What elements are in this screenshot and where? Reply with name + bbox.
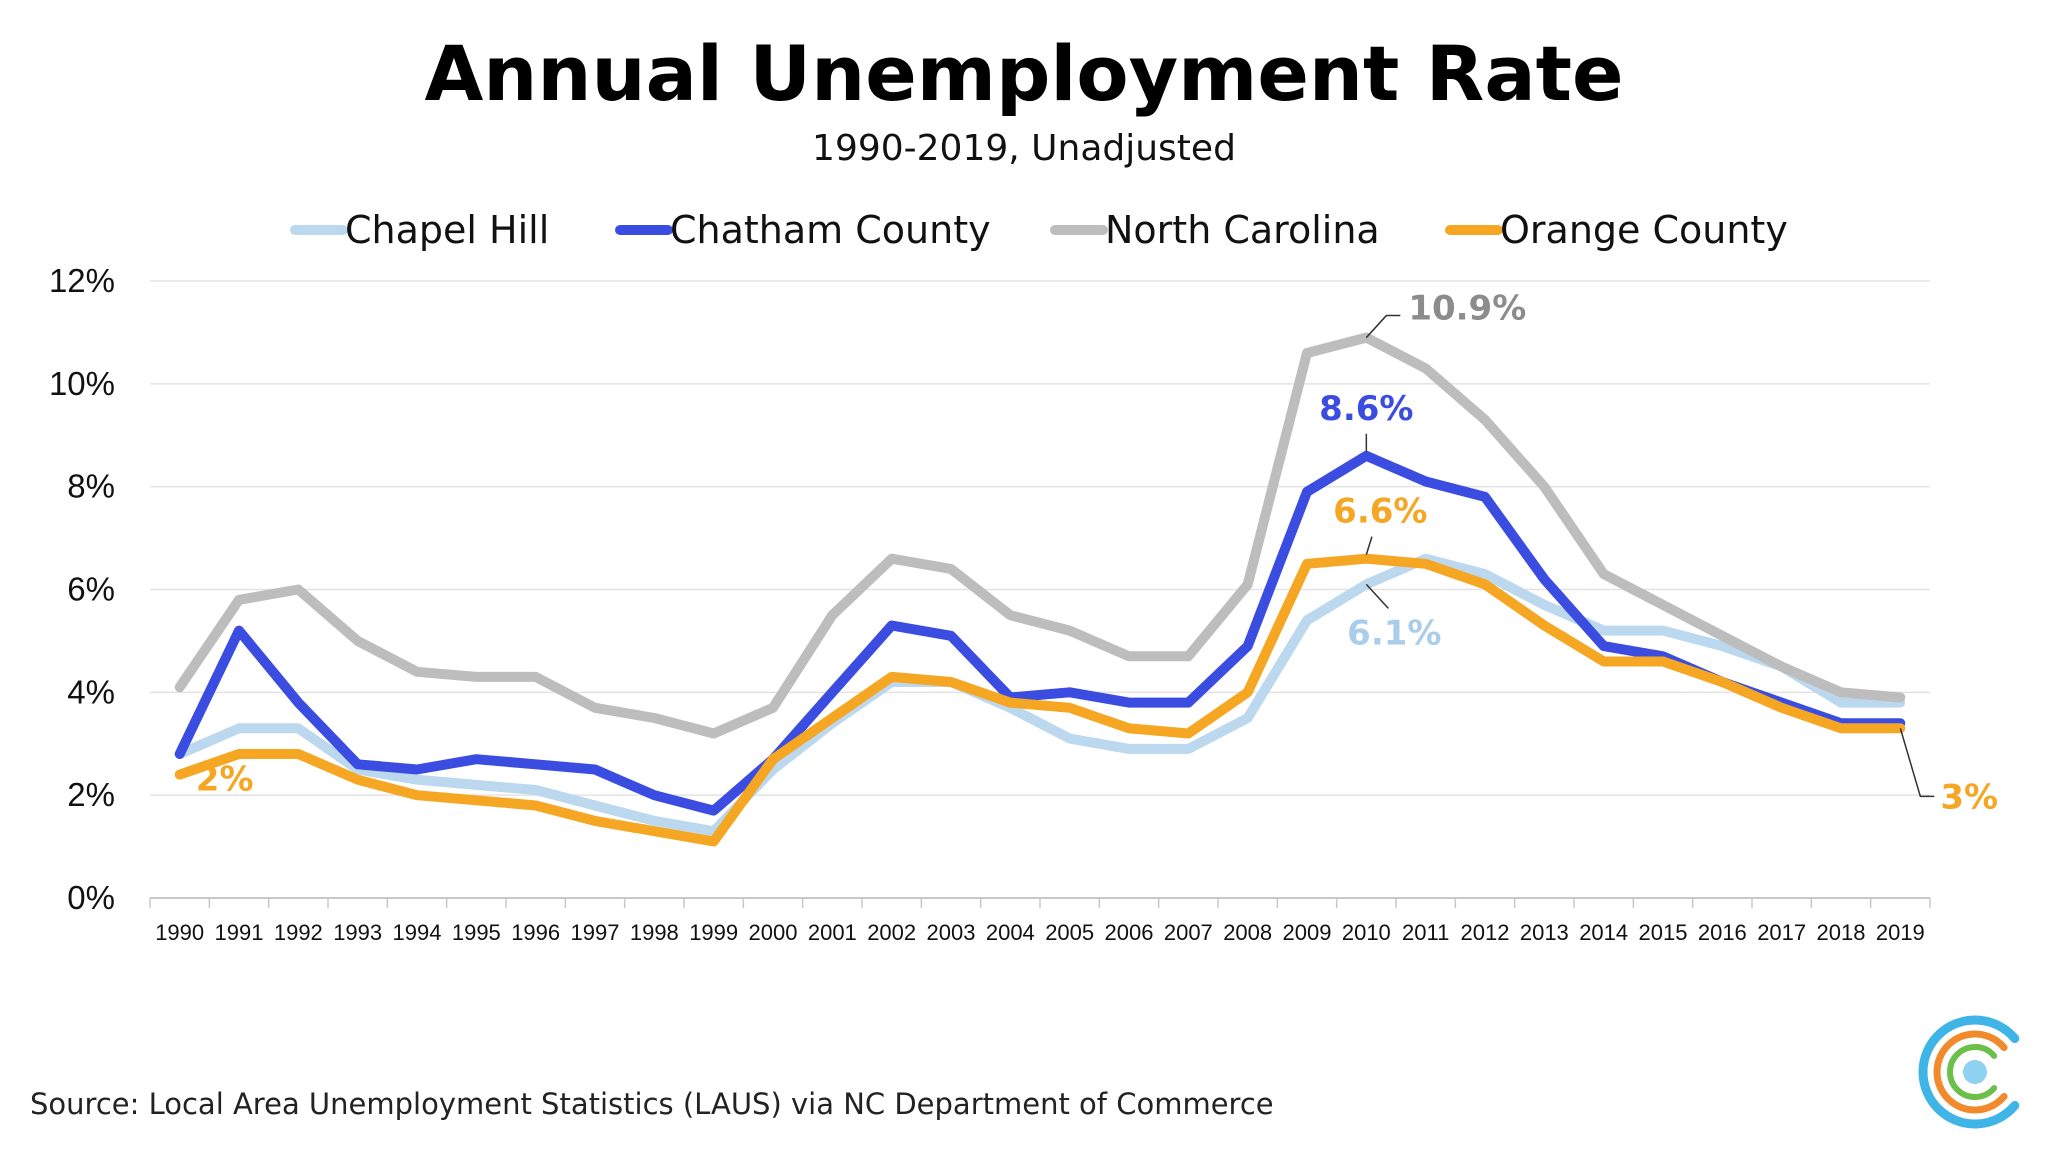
annotation-label: 6.1%	[1347, 613, 1441, 653]
x-tick-label: 2008	[1223, 920, 1272, 945]
y-tick-label: 12%	[49, 262, 115, 299]
y-tick-label: 6%	[67, 571, 115, 608]
chart-title: Annual Unemployment Rate	[424, 29, 1623, 118]
annotation-label: 2%	[196, 760, 254, 800]
x-tick-label: 2012	[1461, 920, 1510, 945]
x-tick-label: 2011	[1402, 920, 1449, 945]
logo-arc	[1947, 1044, 1998, 1100]
series-line-chatham-county	[174, 450, 1906, 816]
x-tick-label: 2015	[1639, 920, 1688, 945]
x-tick-label: 2000	[749, 920, 798, 945]
x-tick-label: 2010	[1342, 920, 1391, 945]
data-annotations: 10.9% 8.6% 6.6% 6.1% 2% 3%	[196, 289, 1998, 818]
annotation-label: 6.6%	[1333, 492, 1427, 532]
x-tick-label: 2013	[1520, 920, 1569, 945]
x-tick-label: 1997	[571, 920, 620, 945]
x-tick-label: 2018	[1817, 920, 1866, 945]
x-tick-label: 2003	[927, 920, 976, 945]
legend-label: Orange County	[1500, 208, 1788, 252]
gridlines	[150, 280, 1930, 899]
y-tick-label: 8%	[67, 468, 115, 505]
x-tick-label: 2002	[867, 920, 916, 945]
x-tick-label: 1994	[393, 920, 442, 945]
x-tick-label: 2014	[1579, 920, 1628, 945]
annotation-leader-line	[1899, 728, 1935, 798]
x-tick-label: 2017	[1757, 920, 1806, 945]
x-tick-label: 2019	[1876, 920, 1925, 945]
chart-subtitle: 1990-2019, Unadjusted	[812, 128, 1236, 169]
y-tick-label: 0%	[67, 879, 115, 916]
annotation-leader-line	[1365, 583, 1389, 609]
annotation-label: 10.9%	[1408, 289, 1526, 329]
x-tick-label: 1991	[215, 920, 264, 945]
x-tick-label: 2004	[986, 920, 1035, 945]
legend-label: North Carolina	[1105, 208, 1380, 252]
annotation-label: 3%	[1940, 777, 1998, 817]
x-tick-label: 2009	[1283, 920, 1332, 945]
logo-dot	[1963, 1060, 1987, 1084]
series-line-orange-county	[174, 553, 1906, 847]
x-tick-label: 1999	[689, 920, 738, 945]
series-line-north-carolina	[174, 332, 1906, 739]
annotation-leader-line	[1365, 536, 1373, 555]
x-tick-label: 2007	[1164, 920, 1213, 945]
logo-arc	[1918, 1015, 2020, 1129]
annotation-label: 8.6%	[1319, 389, 1413, 429]
concentric-c-logo-icon	[1918, 1015, 2020, 1129]
annotation-leader-line	[1365, 314, 1401, 339]
x-tick-label: 1998	[630, 920, 679, 945]
x-tick-label: 1993	[333, 920, 382, 945]
x-tick-label: 2005	[1045, 920, 1094, 945]
y-tick-label: 4%	[67, 673, 115, 710]
series-line-chapel-hill	[174, 553, 1906, 837]
chart-legend: Chapel Hill Chatham County North Carolina O…	[290, 208, 1788, 252]
x-tick-label: 2001	[808, 920, 857, 945]
y-tick-label: 2%	[67, 776, 115, 813]
x-axis: 1990 1991 1992 1993 1994 1995 1996 1997 1998 1999…	[149, 898, 1931, 945]
logo-arc	[1933, 1030, 2008, 1114]
source-note: Source: Local Area Unemployment Statisti…	[30, 1087, 1274, 1121]
x-tick-label: 1996	[511, 920, 560, 945]
legend-label: Chapel Hill	[345, 208, 549, 252]
x-tick-label: 1990	[155, 920, 204, 945]
x-tick-label: 2016	[1698, 920, 1747, 945]
x-tick-label: 2006	[1105, 920, 1154, 945]
legend-label: Chatham County	[670, 208, 991, 252]
y-tick-label: 10%	[49, 365, 115, 402]
x-tick-label: 1995	[452, 920, 501, 945]
y-axis-ticks: 0% 2% 4% 6% 8% 10% 12%	[49, 262, 115, 916]
x-tick-label: 1992	[274, 920, 323, 945]
series-lines	[174, 332, 1906, 847]
